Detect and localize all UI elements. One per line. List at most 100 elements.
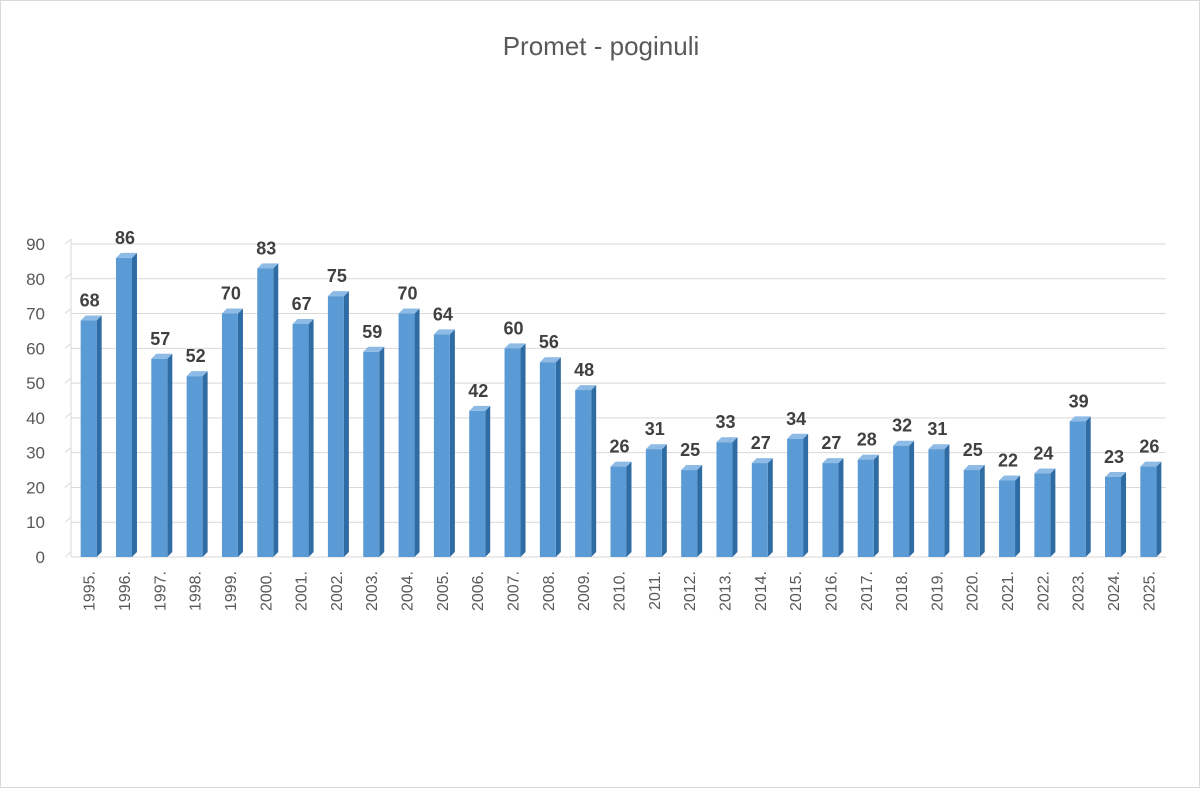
bar-front	[575, 390, 592, 557]
bar-front	[115, 257, 132, 557]
data-label: 24	[1033, 444, 1053, 464]
bar	[257, 263, 279, 557]
bar-top	[999, 475, 1021, 481]
x-tick-label: 2003.	[364, 571, 381, 611]
bar	[999, 475, 1021, 557]
gridline-depth	[64, 551, 72, 558]
bar	[1140, 461, 1162, 557]
chart-title: Promet - poginuli	[503, 31, 700, 61]
bar	[186, 371, 208, 557]
data-label: 33	[715, 412, 735, 432]
data-label: 23	[1104, 447, 1124, 467]
bar-top	[928, 444, 950, 450]
data-label: 31	[927, 419, 947, 439]
x-tick-label: 2013.	[717, 571, 734, 611]
data-label: 59	[362, 322, 382, 342]
bar	[610, 461, 632, 557]
bar-top	[787, 433, 809, 439]
bar	[928, 444, 950, 557]
data-label: 48	[574, 360, 594, 380]
bar-side	[520, 343, 526, 557]
x-tick-label: 2012.	[682, 571, 699, 611]
bar	[822, 458, 844, 557]
x-tick-label: 2010.	[612, 571, 629, 611]
bar	[857, 454, 879, 557]
bar	[1105, 472, 1127, 557]
data-label: 70	[221, 284, 241, 304]
data-label: 28	[857, 430, 877, 450]
y-axis-ticks: 0 10 20 30 40 50 60 70 80 90	[26, 235, 45, 567]
bar	[575, 385, 597, 557]
x-tick-label: 2007.	[506, 571, 523, 611]
bar-side	[767, 458, 773, 557]
data-label: 22	[998, 450, 1018, 470]
data-label: 75	[327, 266, 347, 286]
y-tick-label: 50	[26, 374, 45, 393]
bar-front	[787, 438, 804, 557]
bar-front	[221, 313, 238, 557]
bar-top	[433, 329, 455, 335]
bar-side	[167, 353, 173, 557]
x-tick-label: 2016.	[823, 571, 840, 611]
bar-front	[292, 323, 309, 557]
gridline-depth	[64, 308, 72, 314]
gridline-depth	[64, 238, 72, 245]
bar	[716, 437, 738, 557]
bar-top	[504, 343, 526, 349]
bar-side	[308, 318, 314, 557]
bar-side	[732, 437, 738, 557]
x-axis-ticks: 1995. 1996. 1997. 1998. 1999. 2000. 2001. 2002.…	[82, 571, 1159, 611]
bar-front	[610, 466, 627, 557]
x-tick-label: 2000.	[258, 571, 275, 611]
bar-front	[1105, 477, 1122, 557]
bar-side	[379, 346, 385, 557]
bar-side	[1121, 472, 1127, 557]
bar-side	[237, 308, 243, 557]
data-label: 64	[433, 304, 453, 324]
gridline-depth	[64, 482, 72, 488]
x-tick-label: 2018.	[894, 571, 911, 611]
bar-top	[1069, 416, 1091, 422]
data-label: 27	[751, 433, 771, 453]
bar-top	[575, 385, 597, 391]
bar-front	[1034, 473, 1051, 557]
bar-side	[591, 385, 597, 557]
bar-top	[292, 318, 314, 324]
data-label: 26	[609, 437, 629, 457]
bar-top	[893, 440, 915, 446]
x-tick-label: 2004.	[400, 571, 417, 611]
bar-top	[1105, 472, 1127, 478]
bar-front	[822, 463, 839, 557]
bar	[893, 440, 915, 557]
bar	[681, 465, 703, 557]
y-tick-label: 90	[26, 235, 45, 254]
data-label: 34	[786, 409, 806, 429]
y-tick-label: 70	[26, 305, 45, 324]
x-tick-label: 2017.	[859, 571, 876, 611]
bar-front	[469, 410, 486, 557]
bar-top	[751, 458, 773, 464]
y-tick-label: 80	[26, 270, 45, 289]
x-tick-label: 1997.	[152, 571, 169, 611]
bar-side	[1015, 475, 1021, 557]
y-tick-label: 20	[26, 478, 45, 497]
bar-side	[449, 329, 455, 557]
x-tick-label: 2015.	[788, 571, 805, 611]
x-tick-label: 2005.	[435, 571, 452, 611]
bar-front	[751, 463, 768, 557]
gridline-depth	[64, 516, 72, 523]
data-label: 25	[680, 440, 700, 460]
bar-side	[485, 405, 491, 557]
bar	[469, 405, 491, 557]
data-label: 52	[186, 346, 206, 366]
data-label: 60	[504, 318, 524, 338]
bar	[963, 465, 985, 557]
bars	[80, 252, 1162, 557]
bar-top	[327, 291, 349, 297]
bar	[504, 343, 526, 557]
data-label: 27	[821, 433, 841, 453]
bar-side	[838, 458, 844, 557]
bar-top	[822, 458, 844, 464]
x-tick-label: 2014.	[753, 571, 770, 611]
